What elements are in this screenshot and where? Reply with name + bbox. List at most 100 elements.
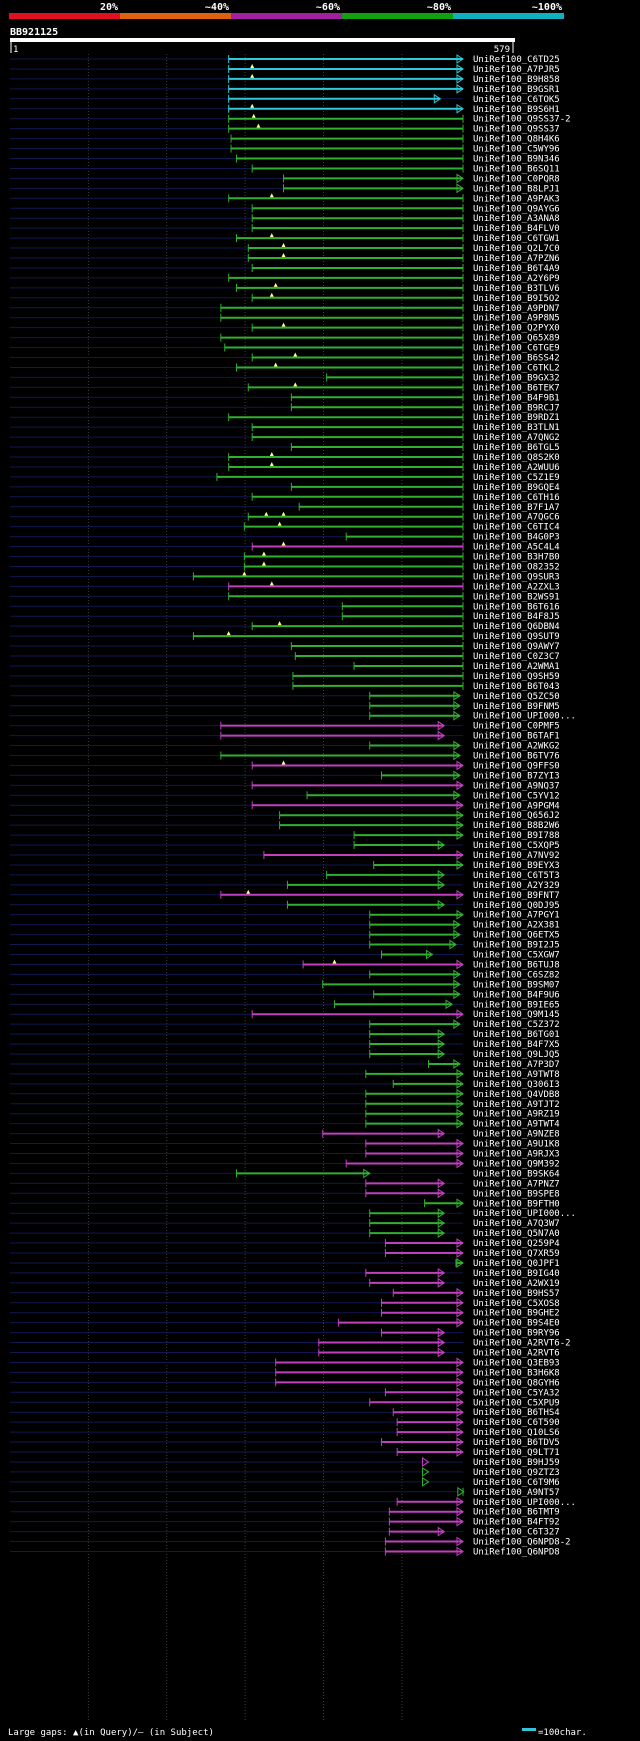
hit-row[interactable]: UniRef100_B7ZYI3 — [10, 770, 560, 781]
hit-label[interactable]: UniRef100_B4F9B1 — [473, 393, 560, 403]
hit-row[interactable]: UniRef100_B9IG40 — [10, 1267, 560, 1279]
hit-label[interactable]: UniRef100_B6T616 — [473, 602, 560, 612]
hit-label[interactable]: UniRef100_C5XOS8 — [473, 1299, 560, 1309]
hit-label[interactable]: UniRef100_Q65X89 — [473, 334, 560, 344]
hit-label[interactable]: UniRef100_B6TMT9 — [473, 1508, 560, 1518]
hit-row[interactable]: UniRef100_A9P8N5 — [10, 313, 560, 324]
hit-row[interactable]: UniRef100_B9HJ59 — [10, 1457, 560, 1468]
hit-row[interactable]: UniRef100_Q9ZTZ3 — [10, 1466, 560, 1478]
hit-row[interactable]: UniRef100_B9GQE4 — [10, 482, 560, 493]
hit-label[interactable]: UniRef100_B4FT92 — [473, 1518, 560, 1528]
hit-row[interactable]: UniRef100_Q9M145 — [10, 1009, 560, 1020]
hit-row[interactable]: UniRef100_B6T043 — [10, 681, 560, 692]
hit-row[interactable]: UniRef100_B9EYX3 — [10, 860, 560, 871]
hit-row[interactable]: UniRef100_A9RJX3 — [10, 1148, 560, 1160]
hit-row[interactable]: UniRef100_A2ZXL3 — [10, 581, 560, 592]
hit-row[interactable]: UniRef100_Q259P4 — [10, 1238, 560, 1249]
hit-row[interactable]: UniRef100_A7NV92 — [10, 850, 560, 861]
hit-row[interactable]: UniRef100_B9SPE8 — [10, 1188, 560, 1199]
hit-label[interactable]: UniRef100_Q9FFS0 — [473, 761, 560, 771]
hit-row[interactable]: UniRef100_B9I5O2 — [10, 292, 560, 304]
hit-row[interactable]: UniRef100_C0PMF5 — [10, 720, 560, 732]
hit-row[interactable]: UniRef100_A2WKG2 — [10, 740, 560, 752]
hit-label[interactable]: UniRef100_C0PMF5 — [473, 722, 560, 732]
hit-label[interactable]: UniRef100_C6TKL2 — [473, 363, 560, 373]
hit-label[interactable]: UniRef100_B6TAF1 — [473, 732, 560, 742]
hit-row[interactable]: UniRef100_A7P3D7 — [10, 1059, 560, 1070]
hit-row[interactable]: UniRef100_Q9AWY7 — [10, 642, 560, 652]
hit-row[interactable]: UniRef100_Q9LT71 — [10, 1447, 560, 1458]
hit-row[interactable]: UniRef100_B9GSR1 — [10, 83, 560, 95]
hit-label[interactable]: UniRef100_A7Q3W7 — [473, 1219, 560, 1229]
hit-row[interactable]: UniRef100_B9I2J5 — [10, 939, 560, 951]
hit-label[interactable]: UniRef100_A9PDN7 — [473, 304, 560, 314]
hit-label[interactable]: UniRef100_B8B2W6 — [473, 821, 560, 831]
hit-row[interactable]: UniRef100_A9NQ37 — [10, 780, 560, 791]
hit-label[interactable]: UniRef100_Q5N7A0 — [473, 1229, 560, 1239]
hit-label[interactable]: UniRef100_B9RY96 — [473, 1329, 560, 1339]
hit-label[interactable]: UniRef100_C6TIC4 — [473, 523, 560, 533]
hit-row[interactable]: UniRef100_B6THS4 — [10, 1407, 560, 1418]
hit-row[interactable]: UniRef100_C6TGE9 — [10, 343, 560, 354]
hit-label[interactable]: UniRef100_Q9SS37 — [473, 125, 560, 135]
hit-row[interactable]: UniRef100_B4F7X5 — [10, 1039, 560, 1050]
hit-label[interactable]: UniRef100_A2WX19 — [473, 1279, 560, 1289]
hit-row[interactable]: UniRef100_Q306I3 — [10, 1078, 560, 1090]
hit-label[interactable]: UniRef100_A9TWT8 — [473, 1070, 560, 1080]
hit-label[interactable]: UniRef100_A2RVT6 — [473, 1349, 560, 1359]
hit-label[interactable]: UniRef100_C6TGE9 — [473, 344, 560, 354]
hit-label[interactable]: UniRef100_B9GX32 — [473, 373, 560, 383]
hit-row[interactable]: UniRef100_B3H7B0 — [10, 551, 560, 563]
hit-label[interactable]: UniRef100_B9IG40 — [473, 1269, 560, 1279]
hit-label[interactable]: UniRef100_C6TH16 — [473, 493, 560, 503]
hit-row[interactable]: UniRef100_A9RZ19 — [10, 1108, 560, 1120]
hit-label[interactable]: UniRef100_Q8GYH6 — [473, 1378, 560, 1388]
hit-row[interactable]: UniRef100_Q5ZC50 — [10, 690, 560, 702]
hit-row[interactable]: UniRef100_C5XOS8 — [10, 1297, 560, 1309]
hit-row[interactable]: UniRef100_C5Z372 — [10, 1019, 560, 1030]
hit-row[interactable]: UniRef100_A9U1K8 — [10, 1138, 560, 1150]
hit-label[interactable]: UniRef100_B3TLV6 — [473, 284, 560, 294]
hit-label[interactable]: UniRef100_A2X381 — [473, 921, 560, 931]
hit-row[interactable]: UniRef100_B9IE65 — [10, 999, 560, 1010]
hit-label[interactable]: UniRef100_Q8H4K6 — [473, 135, 560, 145]
hit-row[interactable]: UniRef100_C5XGW7 — [10, 949, 560, 961]
hit-label[interactable]: UniRef100_Q306I3 — [473, 1080, 560, 1090]
hit-label[interactable]: UniRef100_A2WMA1 — [473, 662, 560, 672]
hit-label[interactable]: UniRef100_A2ZXL3 — [473, 582, 560, 592]
hit-label[interactable]: UniRef100_B3H6K8 — [473, 1368, 560, 1378]
hit-label[interactable]: UniRef100_Q9M145 — [473, 1010, 560, 1020]
hit-label[interactable]: UniRef100_Q3EB93 — [473, 1358, 560, 1368]
hit-row[interactable]: UniRef100_A7PJR5 — [10, 63, 560, 75]
hit-label[interactable]: UniRef100_UPI000... — [473, 1498, 576, 1508]
hit-label[interactable]: UniRef100_A2Y329 — [473, 881, 560, 891]
hit-label[interactable]: UniRef100_B7F1A7 — [473, 503, 560, 513]
hit-row[interactable]: UniRef100_B9RY96 — [10, 1327, 560, 1339]
hit-row[interactable]: UniRef100_C6TH16 — [10, 492, 560, 503]
hit-label[interactable]: UniRef100_B6TGL5 — [473, 443, 560, 453]
hit-label[interactable]: UniRef100_C5YA32 — [473, 1388, 560, 1398]
hit-row[interactable]: UniRef100_Q9SUR3 — [10, 571, 560, 582]
hit-row[interactable]: UniRef100_B2WS91 — [10, 592, 560, 602]
hit-label[interactable]: UniRef100_C5WY96 — [473, 145, 560, 155]
hit-row[interactable]: UniRef100_B6T616 — [10, 602, 560, 612]
hit-row[interactable]: UniRef100_Q6DBN4 — [10, 621, 560, 632]
hit-label[interactable]: UniRef100_C6TD25 — [473, 55, 560, 65]
hit-label[interactable]: UniRef100_A7PGY1 — [473, 911, 560, 921]
hit-label[interactable]: UniRef100_Q9AYG6 — [473, 204, 560, 214]
hit-row[interactable]: UniRef100_C6TD25 — [10, 54, 560, 65]
hit-label[interactable]: UniRef100_C5Z372 — [473, 1020, 560, 1030]
hit-label[interactable]: UniRef100_C5XPU9 — [473, 1398, 560, 1408]
hit-label[interactable]: UniRef100_A2WKG2 — [473, 742, 560, 752]
hit-row[interactable]: UniRef100_Q9SS37 — [10, 123, 560, 135]
hit-row[interactable]: UniRef100_A2Y6P9 — [10, 273, 560, 284]
hit-row[interactable]: UniRef100_UPI000... — [10, 710, 576, 722]
hit-label[interactable]: UniRef100_B9FNT7 — [473, 891, 560, 901]
hit-row[interactable]: UniRef100_B4FT92 — [10, 1516, 560, 1528]
hit-label[interactable]: UniRef100_UPI000... — [473, 1209, 576, 1219]
hit-row[interactable]: UniRef100_B9FNM5 — [10, 700, 560, 712]
hit-label[interactable]: UniRef100_Q6NPD8 — [473, 1548, 560, 1558]
hit-label[interactable]: UniRef100_B9SK64 — [473, 1169, 560, 1179]
hit-label[interactable]: UniRef100_B9RCJ7 — [473, 403, 560, 413]
hit-label[interactable]: UniRef100_C5XQP5 — [473, 841, 560, 851]
